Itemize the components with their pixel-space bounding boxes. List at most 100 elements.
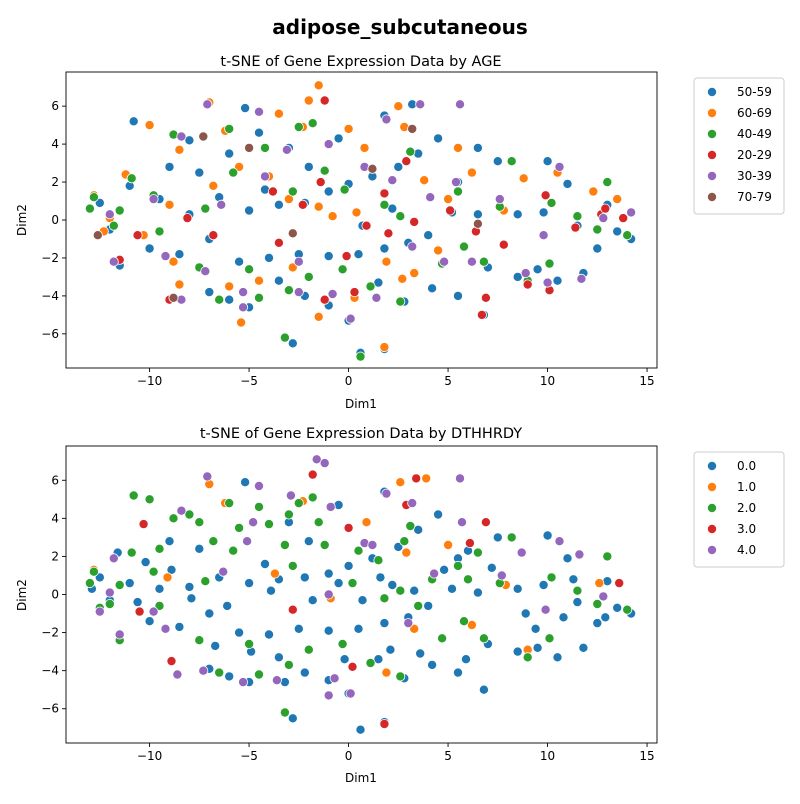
dthhrdy-legend-marker <box>707 545 718 556</box>
age-point <box>353 249 364 260</box>
age-point <box>405 146 416 157</box>
age-xtick-label: 10 <box>540 374 555 388</box>
age-point <box>319 165 330 176</box>
dthhrdy-point <box>385 644 396 655</box>
age-point <box>433 133 444 144</box>
dthhrdy-point <box>184 581 195 592</box>
dthhrdy-point <box>244 639 255 650</box>
age-legend-label: 60-69 <box>737 106 772 120</box>
age-point <box>174 144 185 155</box>
age-point <box>343 123 354 134</box>
age-point <box>176 131 187 142</box>
age-point <box>154 226 165 237</box>
age-point <box>395 211 406 222</box>
dthhrdy-point <box>379 618 390 629</box>
age-point <box>297 199 308 210</box>
age-point <box>293 122 304 133</box>
dthhrdy-point <box>214 667 225 678</box>
age-point <box>423 230 434 241</box>
age-point <box>466 167 477 178</box>
dthhrdy-point <box>413 600 424 611</box>
age-point <box>439 256 450 267</box>
age-point <box>236 317 247 328</box>
dthhrdy-point <box>104 587 115 598</box>
age-point <box>200 266 211 277</box>
dthhrdy-point <box>160 623 171 634</box>
dthhrdy-point <box>421 473 432 484</box>
age-point <box>401 156 412 167</box>
dthhrdy-point <box>164 536 175 547</box>
age-point <box>224 148 235 159</box>
dthhrdy-point <box>568 574 579 585</box>
age-point <box>273 199 284 210</box>
age-point <box>546 197 557 208</box>
age-point <box>552 275 563 286</box>
dthhrdy-point <box>532 642 543 653</box>
age-point <box>88 192 99 203</box>
age-point <box>148 194 159 205</box>
dthhrdy-point <box>287 713 298 724</box>
dthhrdy-xtick-label: 10 <box>540 749 555 763</box>
dthhrdy-legend-label: 4.0 <box>737 543 756 557</box>
age-point <box>164 161 175 172</box>
age-chart-title: t-SNE of Gene Expression Data by AGE <box>220 54 501 70</box>
dthhrdy-point <box>184 509 195 520</box>
age-xtick-label: 5 <box>444 374 452 388</box>
age-point <box>287 228 298 239</box>
age-point <box>279 332 290 343</box>
dthhrdy-point <box>234 522 245 533</box>
dthhrdy-point <box>311 454 322 465</box>
age-point <box>612 226 623 237</box>
age-point <box>315 177 326 188</box>
age-point <box>228 167 239 178</box>
dthhrdy-point <box>572 597 583 608</box>
dthhrdy-point <box>176 505 187 516</box>
age-point <box>184 135 195 146</box>
age-point <box>602 177 613 188</box>
age-point <box>538 207 549 218</box>
age-point <box>224 123 235 134</box>
dthhrdy-point <box>194 517 205 528</box>
dthhrdy-point <box>600 612 611 623</box>
dthhrdy-point <box>347 661 358 672</box>
age-point <box>214 294 225 305</box>
dthhrdy-point <box>496 570 507 581</box>
age-point <box>244 142 255 153</box>
age-point <box>480 292 491 303</box>
dthhrdy-point <box>132 597 143 608</box>
dthhrdy-point <box>104 599 115 610</box>
age-point <box>371 292 382 303</box>
age-point <box>307 118 318 129</box>
age-point <box>419 175 430 186</box>
age-point <box>572 211 583 222</box>
age-point <box>522 279 533 290</box>
dthhrdy-point <box>401 547 412 558</box>
dthhrdy-ytick-label: 6 <box>51 473 59 487</box>
age-point <box>128 116 139 127</box>
age-point <box>452 142 463 153</box>
dthhrdy-point <box>174 621 185 632</box>
dthhrdy-point <box>279 540 290 551</box>
dthhrdy-legend-marker <box>707 481 718 492</box>
dthhrdy-point <box>446 583 457 594</box>
dthhrdy-point <box>409 585 420 596</box>
age-point <box>379 199 390 210</box>
dthhrdy-point <box>242 536 253 547</box>
age-point <box>198 131 209 142</box>
dthhrdy-point <box>148 606 159 617</box>
age-point <box>244 264 255 275</box>
dthhrdy-ytick-label: 0 <box>51 588 59 602</box>
dthhrdy-point <box>265 585 276 596</box>
age-point <box>281 144 292 155</box>
dthhrdy-point <box>572 585 583 596</box>
age-point <box>84 203 95 214</box>
age-point <box>407 241 418 252</box>
dthhrdy-legend-box <box>693 451 785 568</box>
dthhrdy-point <box>415 648 426 659</box>
dthhrdy-point <box>345 688 356 699</box>
dthhrdy-point <box>407 498 418 509</box>
age-point <box>253 127 264 138</box>
dthhrdy-point <box>234 627 245 638</box>
dthhrdy-point <box>194 543 205 554</box>
dthhrdy-point <box>114 580 125 591</box>
